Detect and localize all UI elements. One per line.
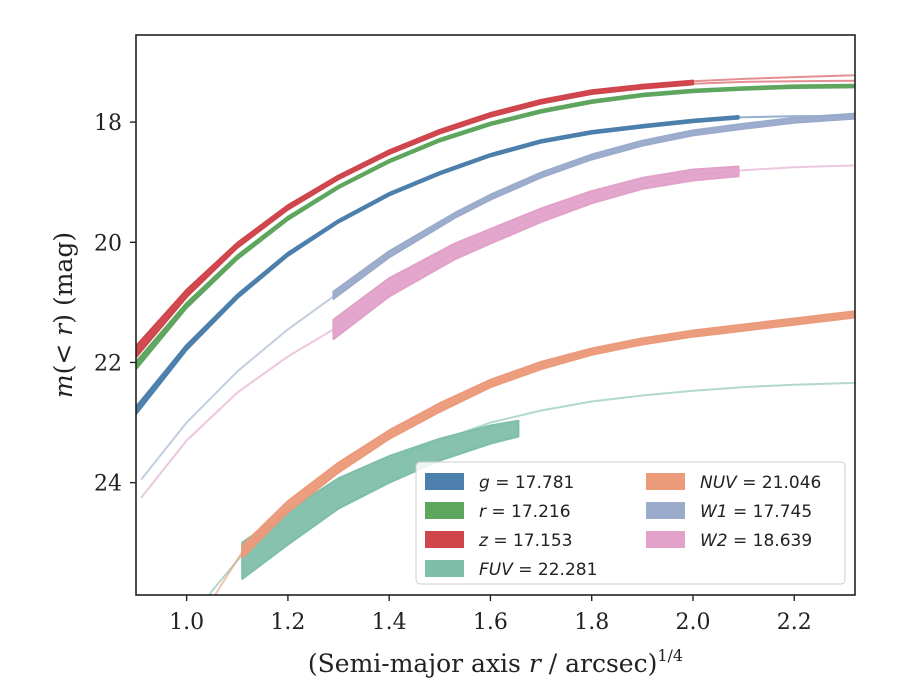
series-r: [136, 83, 855, 371]
series-nuv: [213, 310, 855, 595]
x-tick-label: 1.0: [169, 610, 204, 635]
legend-box: [415, 461, 846, 585]
series-w1: [140, 112, 855, 481]
legend-swatch-w1: [646, 502, 685, 519]
series-w1-band: [332, 112, 855, 300]
legend-label-w2: W2 = 18.639: [700, 531, 812, 551]
series-g: [136, 114, 855, 416]
legend-label-fuv: FUV = 22.281: [479, 560, 597, 580]
legend-swatch-r: [425, 502, 464, 519]
x-tick-label: 1.2: [270, 610, 305, 635]
plot-frame: [135, 34, 856, 596]
legend-swatch-w2: [646, 531, 685, 548]
x-tick-label: 1.4: [372, 610, 407, 635]
series-z-band: [136, 79, 695, 359]
x-axis-label-sup: 1/4: [657, 646, 683, 665]
legend-label-g: g = 17.781: [479, 473, 574, 493]
y-axis-label-unit: (mag): [49, 232, 78, 314]
y-axis-label: m(< r) (mag): [49, 232, 78, 398]
legend-label-r: r = 17.216: [479, 502, 571, 522]
x-axis-label-var: r: [529, 649, 543, 678]
legend-swatch-nuv: [646, 473, 685, 490]
legend-label-nuv: NUV = 21.046: [700, 473, 821, 493]
series-z: [136, 74, 855, 359]
y-axis-label-lt: <: [49, 336, 78, 365]
x-tick-label: 1.6: [473, 610, 508, 635]
legend-swatch-fuv: [425, 560, 464, 577]
y-axis-label-m: m: [49, 374, 78, 398]
legend-swatch-z: [425, 531, 464, 548]
x-tick-label: 2.2: [777, 610, 812, 635]
y-axis-label-open: (: [49, 365, 78, 375]
series-fuv-band: [241, 419, 520, 580]
x-axis-label: (Semi-major axis r / arcsec)1/4: [308, 646, 683, 678]
x-axis-label-mid: / arcsec): [541, 649, 658, 678]
series-w2-line: [140, 164, 855, 499]
x-axis-label-main: (Semi-major axis: [308, 649, 529, 678]
series-r-band: [136, 83, 855, 371]
y-axis-label-r: r: [49, 322, 78, 336]
y-axis-ticks: 18 20 22 24: [94, 111, 136, 497]
y-tick-label: 24: [94, 472, 122, 497]
x-tick-label: 2.0: [675, 610, 710, 635]
y-axis-label-close: ): [49, 314, 78, 324]
legend: g = 17.781 r = 17.216 z = 17.153 FUV = 22.2…: [415, 461, 846, 585]
legend-swatch-g: [425, 473, 464, 490]
series-w2-band: [332, 165, 740, 341]
y-tick-label: 22: [94, 351, 122, 376]
series-layer: [136, 74, 855, 595]
legend-label-w1: W1 = 17.745: [700, 502, 812, 522]
legend-label-z: z = 17.153: [478, 531, 572, 551]
x-axis-ticks: 1.0 1.2 1.4 1.6 1.8 2.0 2.2: [169, 595, 812, 635]
series-nuv-band: [241, 310, 855, 559]
x-tick-label: 1.8: [574, 610, 609, 635]
y-tick-label: 20: [94, 231, 122, 256]
y-tick-label: 18: [94, 111, 122, 136]
series-w2: [140, 164, 855, 499]
series-g-band: [136, 114, 740, 416]
